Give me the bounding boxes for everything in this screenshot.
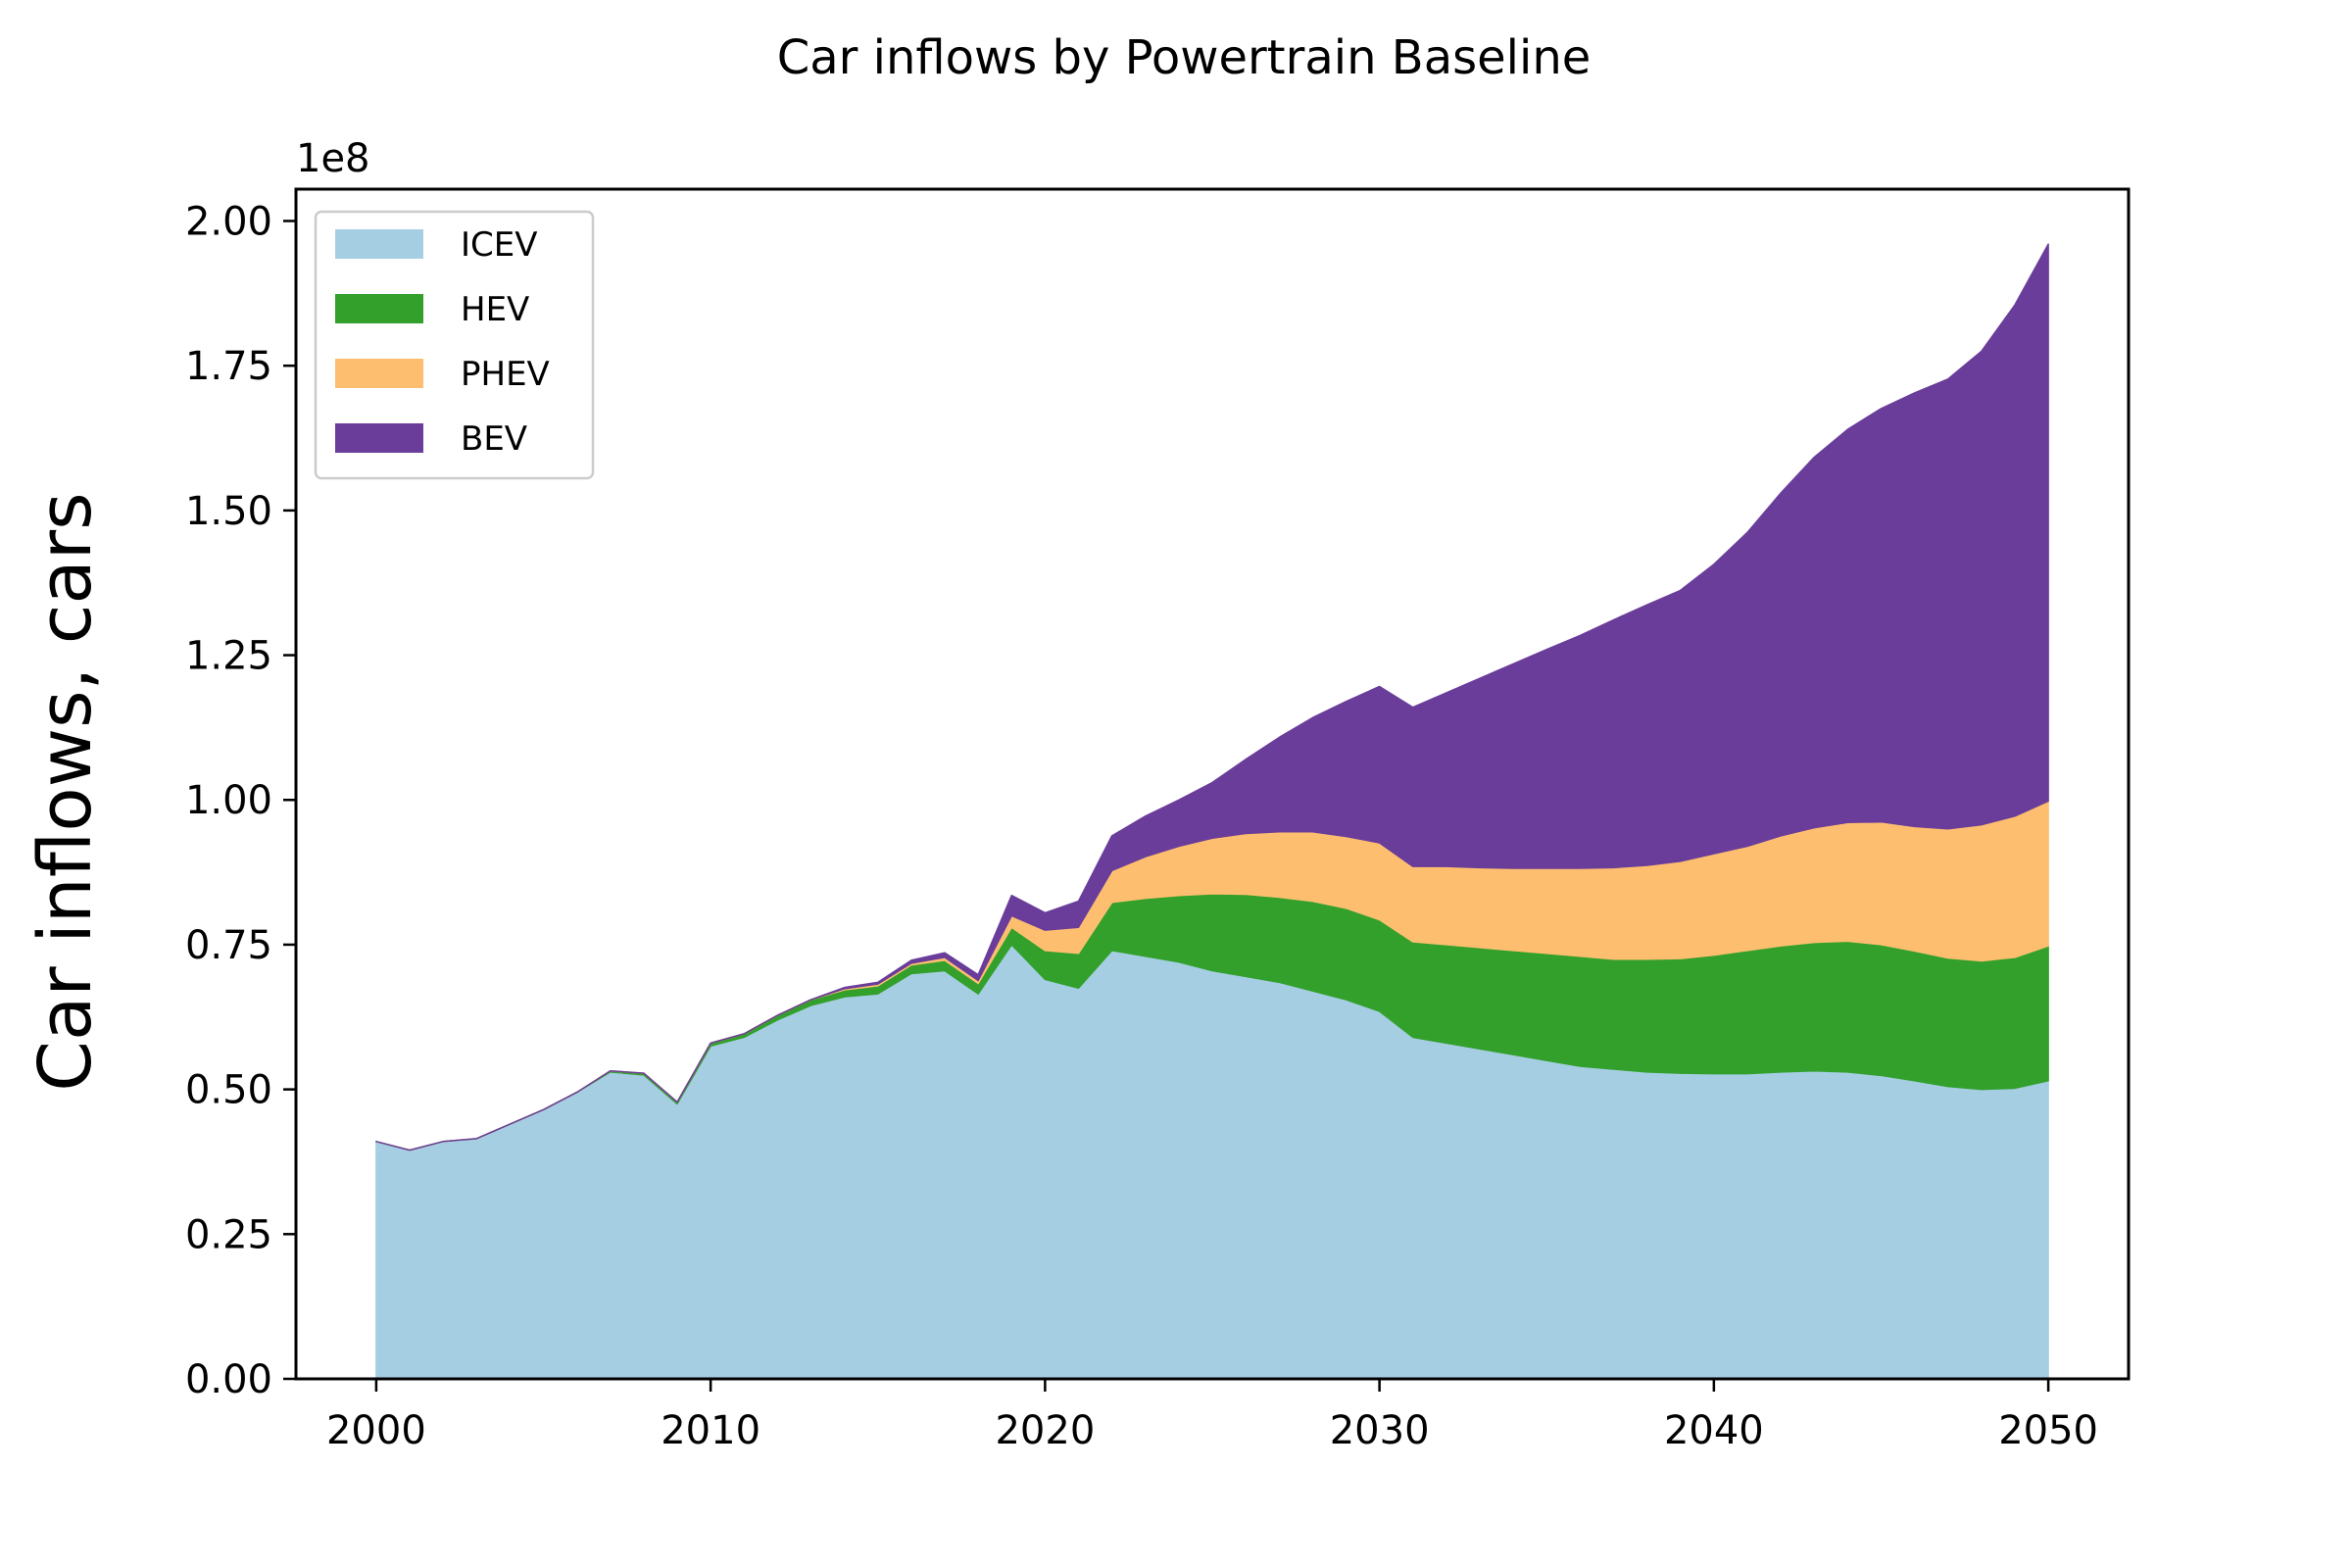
- x-tick-label: 2030: [1330, 1408, 1430, 1453]
- axes: 2000 2010 2020 2030 2040 2050 0.00 0.25 0.50 0.75…: [185, 187, 2131, 1453]
- y-tick-label: 2.00: [185, 199, 272, 244]
- plot-frame: [294, 187, 2131, 1381]
- y-axis-label: Car inflows, cars: [24, 492, 108, 1091]
- y-tick-label: 0.75: [185, 923, 272, 968]
- legend-label-bev: BEV: [461, 419, 527, 459]
- legend: ICEV HEV PHEV BEV: [314, 210, 595, 480]
- x-tick-label: 2020: [995, 1408, 1095, 1453]
- y-tick-label: 1.75: [185, 344, 272, 389]
- y-offset-label: 1e8: [296, 136, 370, 181]
- x-tick-label: 2000: [326, 1408, 426, 1453]
- legend-swatch-icev: [335, 229, 423, 259]
- x-tick-label: 2040: [1664, 1408, 1764, 1453]
- y-tick-label: 0.00: [185, 1357, 272, 1402]
- legend-label-hev: HEV: [461, 290, 529, 329]
- legend-swatch-bev: [335, 423, 423, 453]
- legend-label-phev: PHEV: [461, 355, 550, 394]
- y-tick-label: 1.50: [185, 489, 272, 534]
- area-layer: [375, 243, 2049, 1380]
- legend-swatch-hev: [335, 294, 423, 323]
- legend-swatch-phev: [335, 359, 423, 388]
- chart-title: Car inflows by Powertrain Baseline: [777, 30, 1592, 85]
- y-tick-label: 1.00: [185, 778, 272, 823]
- x-tick-label: 2050: [1998, 1408, 2098, 1453]
- y-tick-label: 0.25: [185, 1212, 272, 1257]
- x-tick-label: 2010: [661, 1408, 760, 1453]
- legend-label-icev: ICEV: [461, 225, 538, 265]
- y-tick-label: 1.25: [185, 634, 272, 679]
- series-area-bev: [375, 243, 2049, 1152]
- y-tick-label: 0.50: [185, 1068, 272, 1113]
- legend-box: [314, 210, 595, 480]
